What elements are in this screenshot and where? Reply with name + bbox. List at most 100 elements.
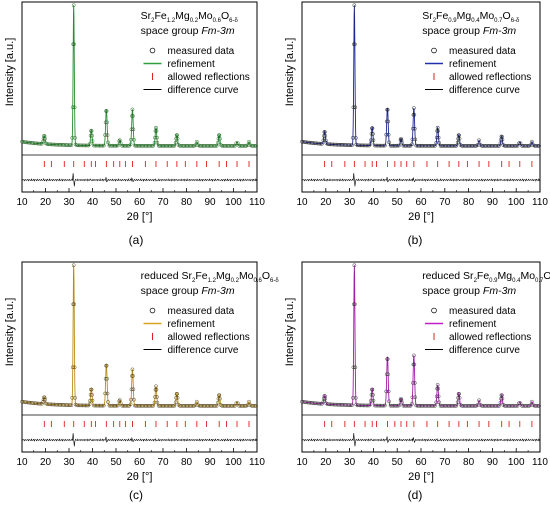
measured-point [116, 143, 120, 148]
measured-point [323, 396, 328, 401]
measured-point [22, 400, 27, 404]
measured-point [428, 144, 433, 148]
measured-point [88, 398, 92, 403]
measured-point [467, 404, 471, 408]
measured-point [440, 404, 444, 408]
measured-point [348, 143, 353, 147]
measured-point [325, 402, 330, 407]
measured-point [179, 404, 184, 408]
measured-point [481, 404, 486, 408]
allowed-reflections [324, 421, 533, 427]
measured-point [21, 140, 26, 144]
measured-point [471, 404, 476, 408]
measured-point [162, 404, 167, 408]
measured-point [156, 144, 161, 148]
x-tick-label: 80 [463, 457, 475, 468]
legend-marker-measured [431, 47, 437, 54]
measured-point [333, 402, 337, 407]
measured-point [415, 144, 420, 148]
chart-title: reduced Sr2Fe0.9Mg0.4Mo0.7O6-δ [422, 270, 550, 284]
legend-label: difference curve [449, 345, 520, 356]
measured-point [313, 141, 317, 146]
measured-point [313, 401, 317, 406]
measured-point [492, 144, 497, 148]
measured-point [89, 129, 94, 133]
measured-point [457, 136, 462, 141]
measured-point [405, 143, 410, 148]
measured-point [69, 143, 74, 147]
measured-point [65, 143, 69, 147]
measured-point [180, 404, 185, 408]
difference-curve [301, 433, 541, 447]
measured-point [457, 395, 462, 400]
measured-point [450, 404, 454, 408]
measured-point [247, 399, 251, 404]
measured-point [407, 403, 411, 408]
measured-point [79, 403, 84, 408]
measured-point [487, 144, 491, 148]
measured-point [311, 141, 316, 145]
measured-point [375, 403, 380, 408]
measured-point [465, 144, 470, 148]
measured-point [392, 403, 397, 408]
measured-point [131, 374, 135, 378]
x-tick-label: 70 [157, 197, 169, 208]
measured-point [147, 404, 151, 408]
measured-point [101, 403, 106, 408]
measured-point [365, 403, 370, 408]
space-group: Fm-3m [201, 25, 234, 37]
measured-point [522, 404, 527, 408]
measured-point [323, 394, 327, 398]
measured-point [227, 404, 232, 408]
measured-point [344, 143, 349, 147]
space-group: Fm-3m [483, 285, 516, 297]
measured-point [437, 140, 441, 145]
measured-point [532, 404, 537, 408]
measured-point [75, 403, 79, 408]
measured-point [386, 119, 390, 124]
measured-point [124, 143, 129, 148]
measured-point [31, 401, 36, 405]
measured-point [251, 144, 256, 148]
measured-point [216, 136, 221, 141]
x-tick-label: 110 [532, 457, 548, 468]
measured-point [522, 144, 527, 148]
measured-point [51, 142, 55, 147]
measured-point [152, 400, 157, 405]
x-tick-label: 40 [368, 197, 380, 208]
measured-point [511, 144, 516, 148]
measured-point [373, 403, 377, 408]
measured-point [251, 404, 256, 408]
measured-point [175, 133, 179, 138]
measured-point [394, 143, 399, 148]
measured-point [211, 144, 216, 148]
measured-point [220, 144, 225, 148]
measured-point [159, 404, 164, 408]
measured-point [217, 393, 222, 398]
measured-point [34, 401, 38, 406]
measured-point [307, 400, 311, 405]
legend: measured data refinement allowed reflectio… [425, 306, 531, 356]
measured-point [402, 403, 407, 408]
measured-point [120, 143, 124, 148]
legend: measured data refinement allowed reflectio… [143, 306, 250, 356]
measured-point [353, 136, 358, 140]
x-tick-label: 100 [508, 457, 525, 468]
measured-point [452, 144, 457, 148]
measured-point [227, 144, 232, 148]
measured-point [422, 404, 427, 408]
measured-point [130, 114, 134, 118]
measured-point [380, 143, 384, 148]
measured-point [230, 404, 234, 408]
measured-point [242, 144, 247, 148]
measured-point [535, 144, 540, 148]
x-tick-label: 10 [296, 457, 308, 468]
measured-point [434, 140, 439, 145]
measured-point [182, 404, 186, 408]
measured-point [388, 143, 393, 148]
measured-point [390, 403, 394, 408]
measured-point [183, 404, 188, 408]
measured-point [76, 143, 81, 148]
measured-point [242, 404, 247, 408]
measured-point [448, 404, 453, 408]
